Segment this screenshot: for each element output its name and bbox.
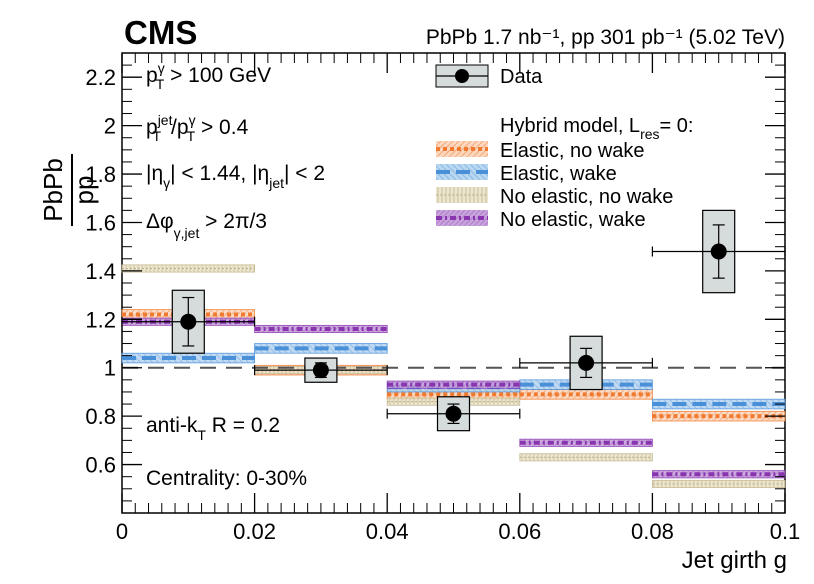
- y-tick-label: 2.2: [85, 65, 116, 90]
- experiment-label: CMS: [124, 14, 197, 51]
- y-tick-label: 2: [104, 114, 116, 139]
- legend-item-elastic-no-wake: Elastic, no wake: [436, 140, 645, 162]
- svg-text:Elastic, no wake: Elastic, no wake: [500, 140, 645, 162]
- x-tick-label: 0.04: [366, 519, 409, 544]
- x-tick-label: 0.02: [233, 519, 276, 544]
- data-point-0: [180, 313, 197, 330]
- data-point-4: [710, 243, 727, 260]
- header-text: PbPb 1.7 nb⁻¹, pp 301 pb⁻¹ (5.02 TeV): [426, 26, 785, 49]
- svg-text:Hybrid model, Lres= 0:: Hybrid model, Lres= 0:: [500, 115, 693, 142]
- svg-text:Data: Data: [500, 66, 543, 88]
- data-points: [121, 209, 786, 432]
- y-tick-label: 1.4: [85, 259, 116, 284]
- y-tick-label: 1.6: [85, 210, 116, 235]
- svg-text:No elastic, no wake: No elastic, no wake: [500, 186, 673, 208]
- axis-ticks: 0.6 0.8 1 1.2 1.4 1.6 1.8 2 2.2 0 0.02 0.04 0.06 0.08…: [85, 53, 800, 544]
- y-tick-label: 0.6: [85, 453, 116, 478]
- svg-text:Δφγ,jet > 2π/3: Δφγ,jet > 2π/3: [146, 210, 267, 241]
- data-point-2: [445, 405, 462, 422]
- svg-text:Elastic, wake: Elastic, wake: [500, 163, 617, 185]
- x-tick-label: 0.1: [770, 519, 801, 544]
- y-axis-title: PbPb pp: [38, 154, 99, 226]
- data-point-3: [578, 354, 595, 371]
- svg-text:pp: pp: [69, 176, 99, 205]
- svg-text:No elastic, wake: No elastic, wake: [500, 209, 646, 231]
- legend: Data Hybrid model, Lres= 0: Elastic, no …: [435, 64, 693, 231]
- x-tick-label: 0.08: [631, 519, 674, 544]
- y-tick-label: 1: [104, 356, 116, 381]
- y-tick-label: 1.8: [85, 162, 116, 187]
- legend-item-elastic-wake: Elastic, wake: [436, 163, 617, 185]
- y-tick-label: 0.8: [85, 404, 116, 429]
- selection-cuts: pγ T > 100 GeV pjet T/pγ T > 0.4 |ηγ| < 1.4…: [146, 60, 325, 490]
- data-point-1: [312, 362, 329, 379]
- svg-text:anti-kT R = 0.2: anti-kT R = 0.2: [146, 414, 280, 443]
- legend-item-data: Data: [435, 64, 543, 88]
- x-tick-label: 0.06: [498, 519, 541, 544]
- y-tick-label: 1.2: [85, 307, 116, 332]
- svg-text:pγT > 100 GeV: pγ T > 100 GeV: [146, 60, 271, 92]
- legend-item-no-elastic-no-wake: No elastic, no wake: [436, 186, 673, 208]
- legend-item-no-elastic-wake: No elastic, wake: [436, 209, 646, 231]
- svg-text:Centrality: 0-30%: Centrality: 0-30%: [146, 467, 307, 490]
- x-axis-title: Jet girth g: [682, 547, 787, 574]
- model-bands: [121, 264, 786, 488]
- svg-text:|ηγ| < 1.44, |ηjet| < 2: |ηγ| < 1.44, |ηjet| < 2: [146, 162, 325, 191]
- x-tick-label: 0: [116, 519, 128, 544]
- svg-text:PbPb: PbPb: [38, 158, 68, 222]
